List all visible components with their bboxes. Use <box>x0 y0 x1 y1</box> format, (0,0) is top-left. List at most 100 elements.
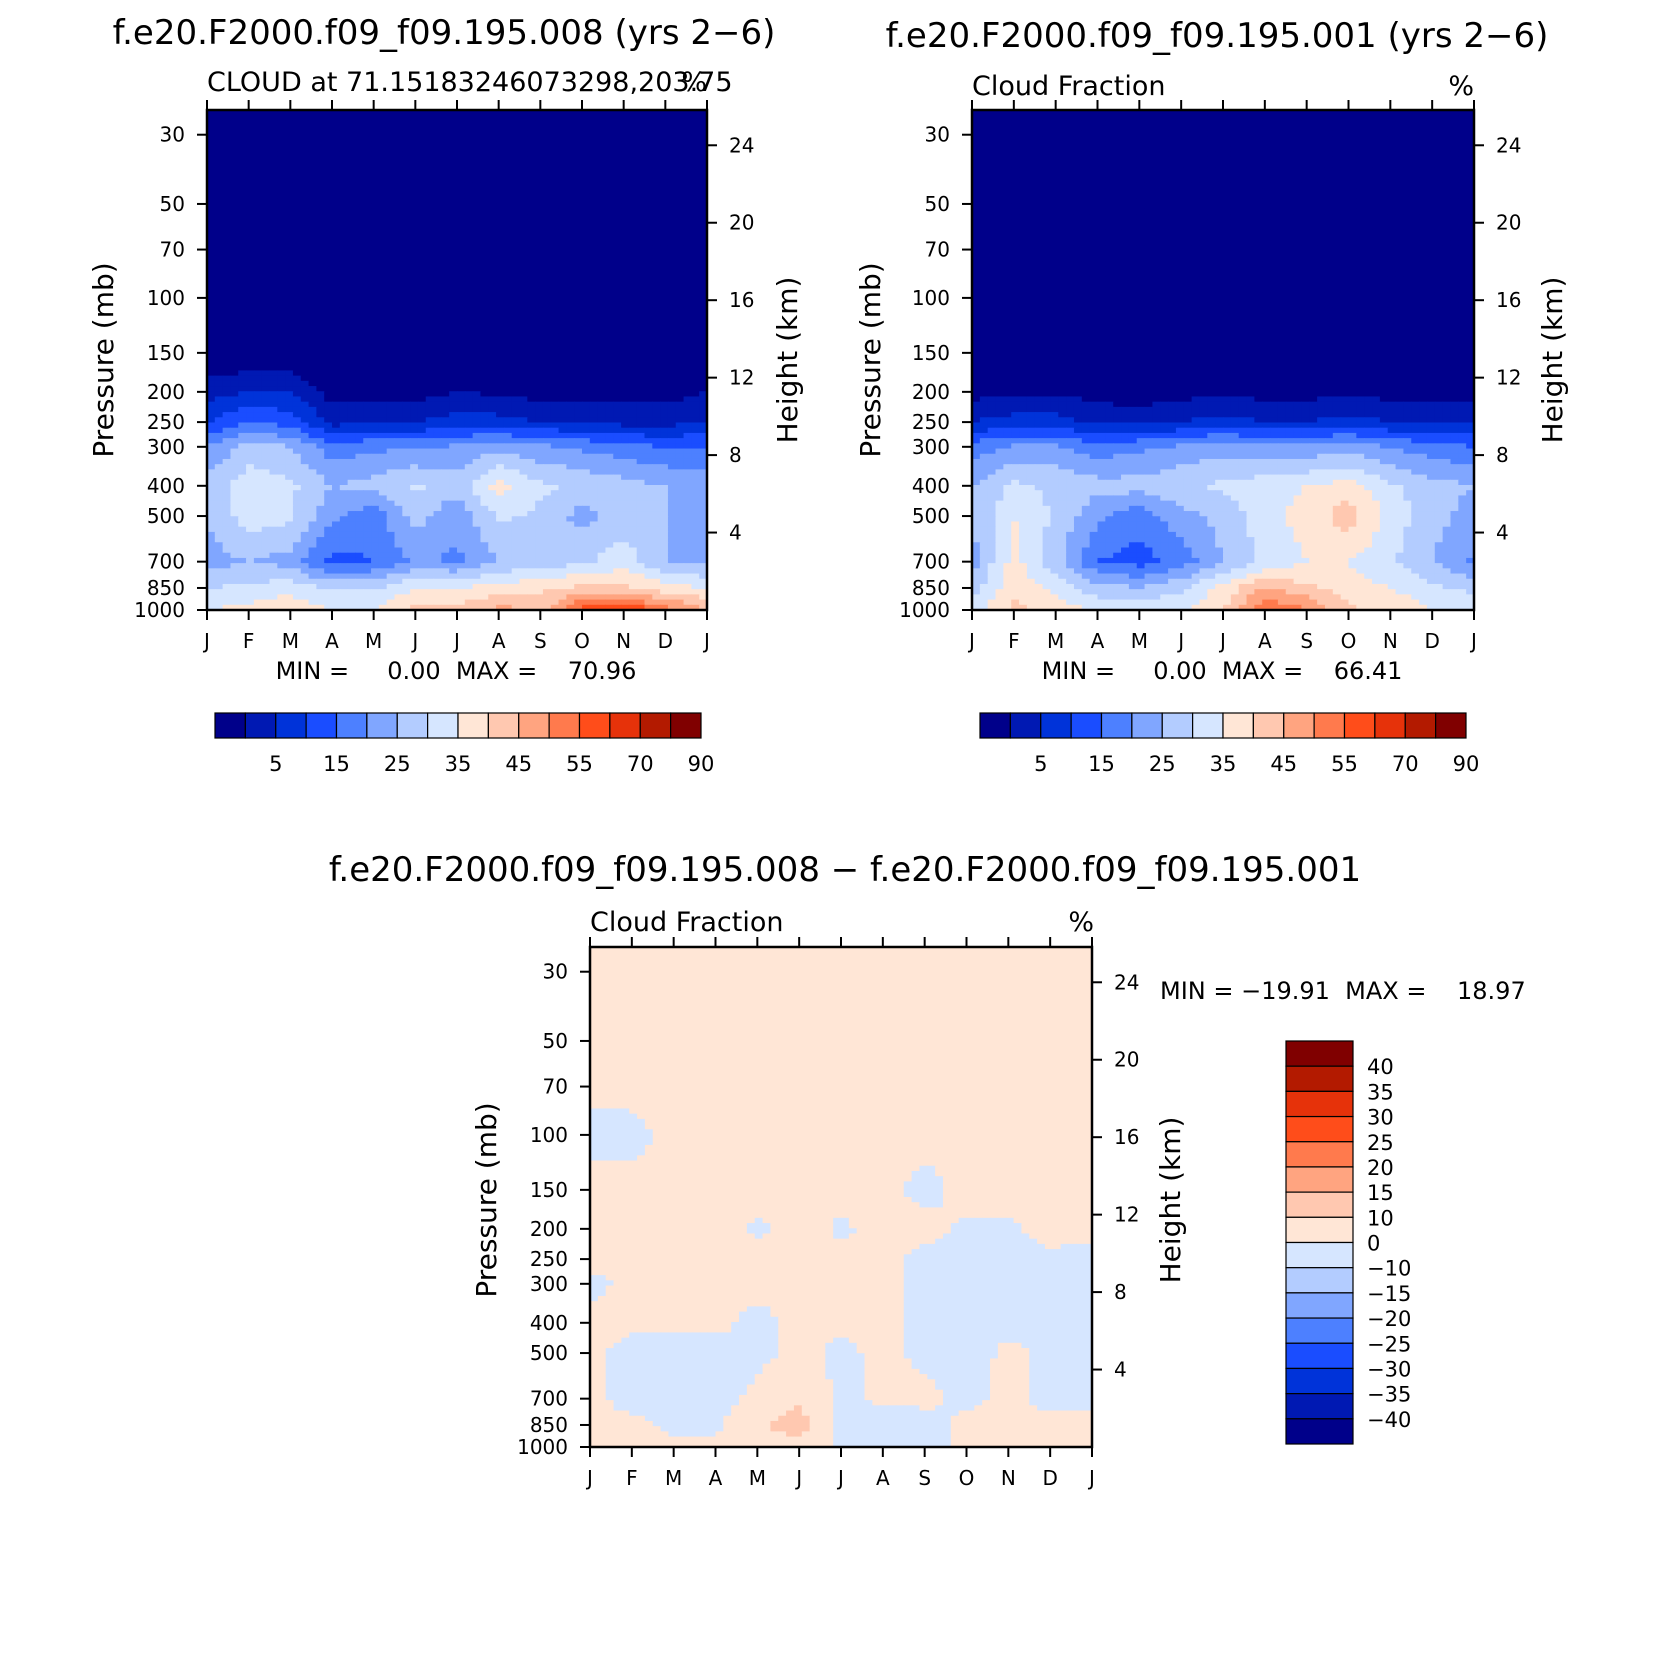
heatmap-cell <box>527 402 535 408</box>
heatmap-cell <box>207 120 215 126</box>
heatmap-cell <box>371 417 379 423</box>
heatmap-cell <box>410 115 418 121</box>
heatmap-cell <box>410 303 418 309</box>
heatmap-cell <box>574 506 582 512</box>
heatmap-cell <box>457 282 465 288</box>
heatmap-cell <box>379 480 387 486</box>
heatmap-cell <box>668 235 676 241</box>
heatmap-cell <box>207 183 215 189</box>
heatmap-cell <box>246 433 254 439</box>
heatmap-cell <box>395 209 403 215</box>
heatmap-cell <box>465 344 473 350</box>
heatmap-cell <box>645 141 653 147</box>
heatmap-cell <box>496 438 504 444</box>
heatmap-cell <box>691 433 699 439</box>
heatmap-cell <box>363 438 371 444</box>
heatmap-cell <box>645 308 653 314</box>
heatmap-cell <box>637 271 645 277</box>
heatmap-cell <box>363 313 371 319</box>
heatmap-cell <box>277 199 285 205</box>
heatmap-cell <box>488 355 496 361</box>
heatmap-cell <box>629 402 637 408</box>
heatmap-cell <box>348 251 356 257</box>
heatmap-cell <box>676 412 684 418</box>
heatmap-cell <box>230 261 238 267</box>
heatmap-cell <box>551 365 559 371</box>
heatmap-cell <box>254 167 262 173</box>
heatmap-cell <box>238 417 246 423</box>
heatmap-cell <box>480 173 488 179</box>
heatmap-cell <box>480 318 488 324</box>
heatmap-cell <box>551 407 559 413</box>
heatmap-cell <box>223 428 231 434</box>
heatmap-cell <box>348 214 356 220</box>
heatmap-cell <box>371 464 379 470</box>
heatmap-cell <box>668 173 676 179</box>
heatmap-cell <box>340 193 348 199</box>
heatmap-cell <box>301 188 309 194</box>
heatmap-cell <box>465 391 473 397</box>
heatmap-cell <box>449 131 457 137</box>
heatmap-cell <box>613 115 621 121</box>
heatmap-cell <box>684 235 692 241</box>
heatmap-cell <box>230 469 238 475</box>
heatmap-cell <box>527 120 535 126</box>
heatmap-cell <box>270 344 278 350</box>
heatmap-cell <box>480 511 488 517</box>
heatmap-cell <box>387 167 395 173</box>
heatmap-cell <box>426 412 434 418</box>
heatmap-cell <box>598 183 606 189</box>
heatmap-cell <box>387 438 395 444</box>
heatmap-cell <box>223 417 231 423</box>
heatmap-cell <box>535 485 543 491</box>
heatmap-cell <box>652 469 660 475</box>
heatmap-cell <box>652 178 660 184</box>
heatmap-cell <box>270 407 278 413</box>
heatmap-cell <box>512 381 520 387</box>
heatmap-cell <box>559 506 567 512</box>
heatmap-cell <box>566 256 574 262</box>
heatmap-cell <box>535 303 543 309</box>
heatmap-cell <box>230 313 238 319</box>
heatmap-cell <box>449 449 457 455</box>
heatmap-cell <box>566 433 574 439</box>
heatmap-cell <box>246 282 254 288</box>
heatmap-cell <box>277 490 285 496</box>
heatmap-cell <box>488 292 496 298</box>
heatmap-cell <box>410 443 418 449</box>
heatmap-cell <box>309 417 317 423</box>
heatmap-cell <box>387 230 395 236</box>
heatmap-cell <box>246 407 254 413</box>
heatmap-cell <box>574 245 582 251</box>
heatmap-cell <box>582 214 590 220</box>
heatmap-cell <box>254 318 262 324</box>
heatmap-cell <box>551 167 559 173</box>
heatmap-cell <box>293 251 301 257</box>
heatmap-cell <box>363 339 371 345</box>
heatmap-cell <box>324 277 332 283</box>
heatmap-cell <box>559 423 567 429</box>
heatmap-cell <box>301 199 309 205</box>
heatmap-cell <box>574 240 582 246</box>
heatmap-cell <box>473 376 481 382</box>
heatmap-cell <box>660 412 668 418</box>
heatmap-cell <box>473 136 481 142</box>
heatmap-cell <box>660 318 668 324</box>
heatmap-cell <box>629 339 637 345</box>
heatmap-cell <box>480 475 488 481</box>
heatmap-cell <box>270 501 278 507</box>
heatmap-cell <box>340 167 348 173</box>
heatmap-cell <box>660 245 668 251</box>
heatmap-cell <box>637 146 645 152</box>
heatmap-cell <box>293 162 301 168</box>
heatmap-cell <box>230 480 238 486</box>
heatmap-cell <box>660 339 668 345</box>
heatmap-cell <box>301 402 309 408</box>
heatmap-cell <box>613 292 621 298</box>
heatmap-cell <box>512 292 520 298</box>
heatmap-cell <box>230 157 238 163</box>
heatmap-cell <box>535 428 543 434</box>
heatmap-cell <box>457 245 465 251</box>
heatmap-cell <box>238 303 246 309</box>
heatmap-cell <box>285 360 293 366</box>
